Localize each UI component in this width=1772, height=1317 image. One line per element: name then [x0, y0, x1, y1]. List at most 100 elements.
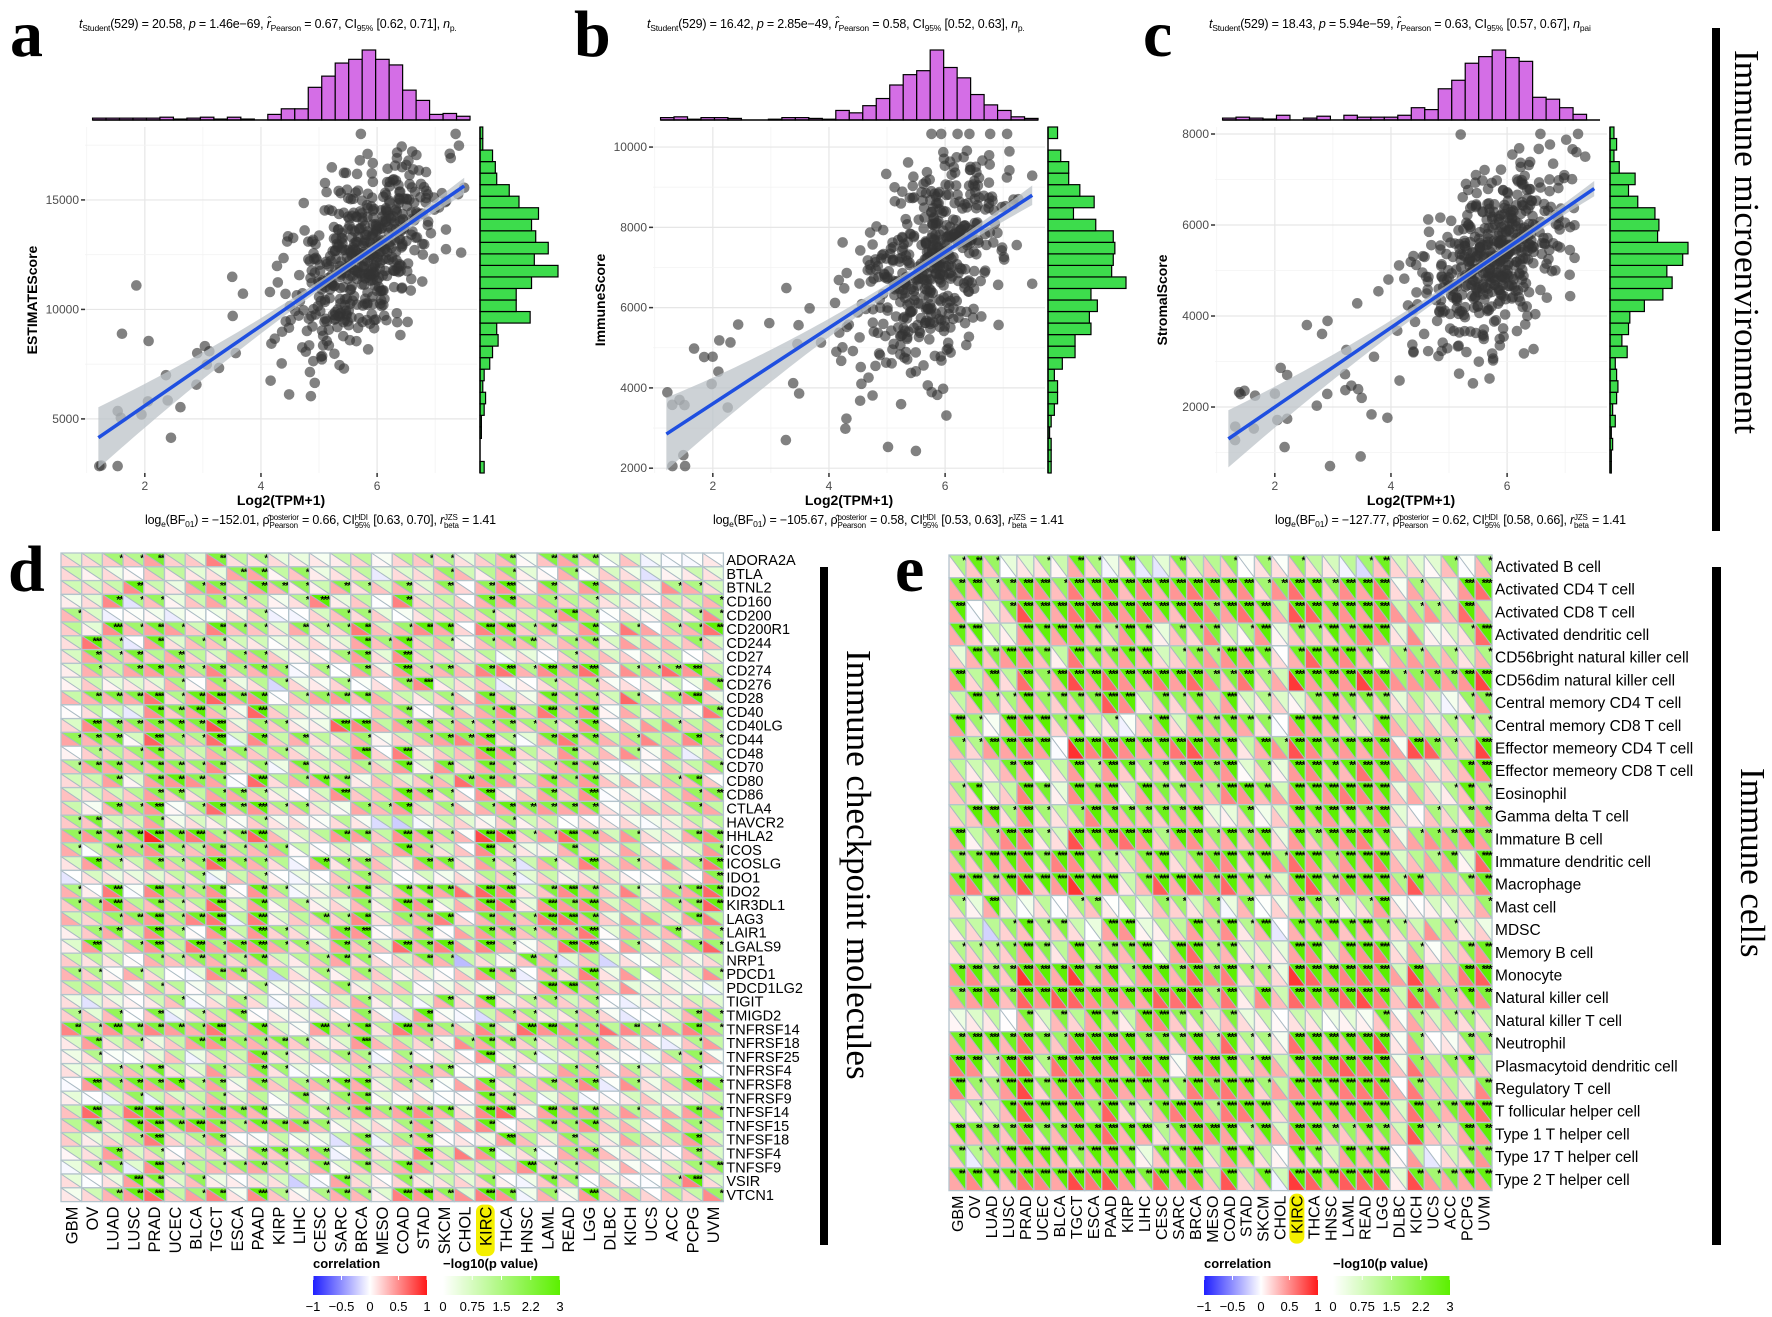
data-point [1554, 224, 1566, 235]
heatmap-cell [515, 566, 538, 582]
heatmap-cell [681, 593, 704, 609]
data-point [905, 367, 917, 379]
data-point [1408, 346, 1419, 357]
heatmap-cell: * [432, 635, 457, 651]
right-histogram-bar [1047, 334, 1076, 347]
data-point [1382, 412, 1393, 424]
data-point [1517, 301, 1529, 313]
y-axis-label: ImmuneScore [592, 253, 608, 346]
right-histogram-bar [1609, 287, 1664, 301]
data-point [951, 295, 963, 307]
data-point [362, 148, 373, 160]
heatmap-cell: ** [577, 704, 602, 720]
data-point [1436, 345, 1448, 357]
data-point [381, 314, 392, 326]
data-point [880, 253, 892, 264]
heatmap-cell: ** [391, 635, 415, 651]
data-point [1512, 189, 1523, 201]
heatmap-cell [370, 621, 393, 637]
heatmap-cell [267, 773, 290, 789]
data-point [959, 317, 971, 329]
data-point [1500, 293, 1512, 305]
heatmap-cell: ** [474, 593, 498, 609]
data-point [1436, 270, 1447, 282]
heatmap-cell [308, 759, 331, 775]
heatmap-cell [81, 566, 104, 582]
heatmap-cell [536, 648, 559, 665]
heatmap-cell [60, 676, 83, 692]
heatmap-cell: *** [205, 717, 229, 734]
heatmap-cell [122, 704, 145, 720]
heatmap-cell [391, 731, 414, 747]
data-point [337, 330, 349, 342]
heatmap-cell: * [350, 607, 374, 623]
data-point [952, 275, 964, 287]
heatmap-cell: * [619, 690, 643, 706]
heatmap-cell: * [432, 717, 457, 734]
heatmap-cell: *** [495, 662, 519, 678]
data-point [1393, 260, 1405, 271]
right-histogram-bar [1047, 218, 1097, 232]
stat-sub: beta [443, 521, 459, 530]
right-histogram-bar [1609, 230, 1659, 243]
data-point [924, 334, 935, 345]
heatmap-cell: ** [350, 690, 374, 706]
data-point [1528, 343, 1539, 355]
heatmap-cell: ** [205, 662, 229, 678]
data-point [1383, 274, 1394, 285]
top-histogram-bar [970, 93, 985, 121]
heatmap-cell: ** [163, 786, 188, 803]
heatmap-cell: * [619, 731, 643, 747]
top-histogram-bar [929, 49, 945, 121]
heatmap-cell: ** [163, 662, 188, 678]
heatmap-cell [184, 648, 207, 665]
heatmap-cell: * [163, 676, 188, 692]
heatmap-cell [453, 621, 476, 637]
heatmap-cell: ** [557, 745, 581, 761]
heatmap-cell: ** [225, 690, 250, 706]
data-point [354, 155, 366, 166]
heatmap-cell [598, 648, 621, 665]
right-histogram-bar [1609, 334, 1623, 347]
data-point [905, 228, 917, 240]
heatmap-cell [412, 566, 435, 582]
heatmap-cell [370, 690, 393, 706]
data-point [913, 214, 925, 225]
data-point [1523, 286, 1535, 298]
heatmap-cell [660, 648, 683, 665]
x-tick-label: 6 [1504, 479, 1511, 493]
heatmap-cell: ** [412, 717, 436, 734]
heatmap-cell [370, 579, 393, 596]
data-point [1355, 451, 1366, 462]
heatmap-cell: * [225, 593, 250, 609]
data-point [841, 413, 852, 424]
heatmap-cell: * [101, 552, 126, 568]
data-point [976, 311, 987, 322]
data-point [1426, 239, 1437, 251]
data-point [1469, 292, 1481, 303]
heatmap-cell [267, 552, 290, 568]
right-histogram-bar [1047, 195, 1095, 209]
heatmap-cell: ** [246, 690, 270, 706]
data-point [793, 319, 804, 331]
heatmap-cell [577, 566, 600, 582]
stat-segment: r [440, 513, 444, 527]
heatmap-cell: ** [184, 717, 208, 734]
heatmap-cell [143, 579, 166, 596]
heatmap-cell [225, 552, 248, 568]
heatmap-cell [432, 648, 455, 665]
heatmap-cell: * [474, 717, 498, 734]
heatmap-cell: * [412, 731, 436, 747]
heatmap-cell: ** [101, 759, 125, 775]
data-point [1461, 346, 1472, 358]
heatmap-cell: ** [702, 621, 726, 637]
right-histogram-bar [479, 357, 491, 370]
heatmap-cell [619, 566, 642, 582]
data-point [1547, 158, 1559, 170]
heatmap-cell [557, 676, 580, 692]
heatmap-cell [205, 607, 228, 623]
heatmap-cell: ** [101, 690, 125, 706]
heatmap-cell [598, 717, 621, 734]
data-point [889, 181, 900, 193]
heatmap-cell: ** [557, 731, 581, 747]
